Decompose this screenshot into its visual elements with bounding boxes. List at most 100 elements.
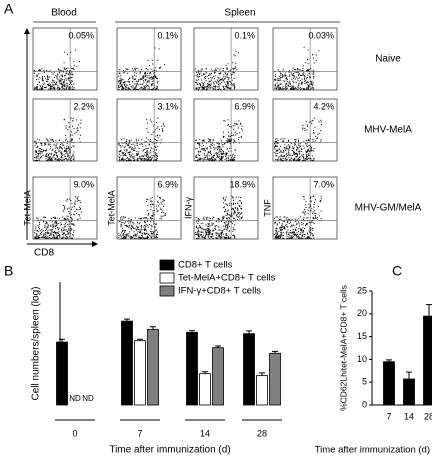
legend-label: IFN-γ+CD8+ T cells [178, 286, 261, 297]
bar [56, 341, 68, 406]
bar [243, 333, 255, 406]
plot-frame [116, 176, 182, 240]
plot-frame [272, 27, 338, 91]
plot-frame [193, 176, 259, 240]
bar [212, 347, 224, 406]
gate-percentage: 18.9% [229, 179, 255, 189]
y-axis-label: Tet-MelA [106, 190, 116, 226]
error-bar [137, 338, 143, 341]
y-tick-label: 5 [362, 377, 367, 387]
bar [269, 352, 281, 406]
cell-dots [34, 49, 80, 90]
error-bar [202, 371, 208, 374]
panel-label: B [4, 263, 13, 279]
bar [199, 373, 211, 406]
row-label: MHV-MelA [364, 125, 412, 136]
x-tick-label: 28 [424, 411, 432, 421]
legend-swatch [159, 285, 175, 297]
error-bar [426, 304, 432, 317]
panel-label: C [392, 263, 402, 279]
x-tick-label: 14 [404, 411, 414, 421]
y-tick-label: 15 [357, 331, 367, 341]
gate-percentage: 3.1% [157, 101, 178, 111]
y-tick-label: 10 [357, 354, 367, 364]
x-tick-label: 7 [386, 411, 391, 421]
bar [423, 315, 432, 406]
bar [147, 329, 159, 406]
error-bar [189, 330, 195, 333]
y-tick-label: 20 [357, 308, 367, 318]
gate-percentage: 4.2% [313, 101, 334, 111]
error-bar [406, 371, 412, 380]
cell-dots [274, 46, 320, 90]
row-label: MHV-GM/MelA [355, 203, 422, 214]
row-label: Naive [375, 54, 401, 65]
bar [121, 320, 133, 406]
cell-dots [195, 50, 239, 90]
error-bar [215, 345, 221, 348]
legend-label: CD8+ T cells [178, 260, 233, 271]
panel-label: A [4, 1, 14, 17]
y-axis-label: IFN-γ [183, 197, 193, 219]
bar [256, 375, 268, 406]
cell-dots [118, 47, 165, 90]
error-bar [59, 338, 65, 343]
cell-dots [195, 119, 243, 161]
gate-percentage: 0.1% [234, 30, 255, 40]
cell-dots [274, 195, 322, 239]
cell-dots [34, 117, 82, 161]
cell-dots [274, 117, 322, 161]
x-axis-label: Time after immunization (d) [315, 445, 430, 456]
x-tick-label: 28 [257, 428, 267, 438]
tissue-label: Spleen [224, 8, 255, 19]
legend-swatch [159, 272, 175, 284]
error-bar [150, 326, 156, 330]
plot-frame [32, 176, 98, 240]
gate-percentage: 0.03% [308, 30, 334, 40]
y-tick-label: 25 [357, 285, 367, 295]
plot-frame [32, 98, 98, 162]
value-label: ND [69, 394, 81, 403]
y-axis-label: Tet-MelA [22, 190, 32, 226]
error-bar [272, 350, 278, 354]
plot-frame [272, 98, 338, 162]
gate-percentage: 6.9% [234, 101, 255, 111]
legend-label: Tet-MelA+CD8+ T cells [178, 273, 276, 284]
gate-percentage: 6.9% [157, 179, 178, 189]
y-tick-label: 0 [362, 399, 367, 409]
tissue-label: Blood [51, 8, 77, 19]
y-axis-label: Cell numbers/spleen (log) [31, 287, 42, 401]
error-bar [259, 372, 265, 376]
x-tick-label: 7 [137, 428, 142, 438]
bar [403, 378, 415, 406]
plot-frame [272, 176, 338, 240]
gate-percentage: 9.0% [73, 179, 94, 189]
cell-dots [118, 195, 166, 239]
gate-percentage: 2.2% [73, 101, 94, 111]
gate-percentage: 0.1% [157, 30, 178, 40]
legend-swatch [159, 259, 175, 271]
x-tick-label: 14 [200, 428, 210, 438]
arrow-head [24, 28, 30, 34]
y-axis-label: %CD62Lhitet-MelA+CD8+ T cells [338, 285, 348, 411]
cell-dots [34, 196, 82, 239]
y-axis-label: TNF [262, 199, 272, 217]
cell-dots [195, 195, 243, 239]
bar [134, 340, 146, 406]
value-label: ND [82, 394, 94, 403]
plot-frame [193, 98, 259, 162]
cell-dots [118, 117, 165, 161]
gate-percentage: 0.05% [68, 30, 94, 40]
plot-frame [32, 27, 98, 91]
error-bar [246, 330, 252, 334]
error-bar [386, 359, 392, 362]
x-axis-label: Time after immunization (d) [109, 445, 230, 456]
x-axis-label: CD8 [34, 248, 54, 259]
bar [383, 361, 395, 406]
arrow-head [92, 241, 98, 247]
plot-frame [116, 27, 182, 91]
bar [186, 331, 198, 406]
x-tick-label: 0 [72, 428, 77, 438]
plot-frame [193, 27, 259, 91]
